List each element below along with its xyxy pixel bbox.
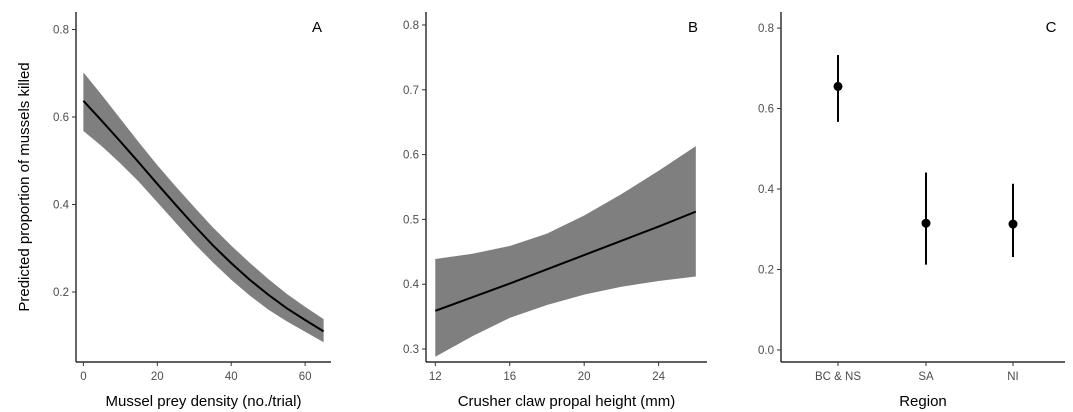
y-tick-label: 0.6 — [758, 104, 774, 116]
x-axis-title: Crusher claw propal height (mm) — [458, 393, 676, 410]
x-tick-label: SA — [918, 371, 934, 383]
x-tick-label: BC & NS — [815, 371, 861, 383]
y-axis-title: Predicted proportion of mussels killed — [16, 62, 33, 311]
x-tick-label: 20 — [578, 371, 591, 383]
x-tick-label: 16 — [503, 371, 516, 383]
fitted-line — [82, 100, 325, 333]
panel-tag: B — [688, 19, 698, 36]
y-tick-label: 0.0 — [758, 345, 774, 357]
x-tick-label: 24 — [652, 371, 665, 383]
y-tick-label: 0.5 — [403, 214, 419, 226]
x-tick-label: 20 — [151, 371, 164, 383]
y-tick-label: 0.8 — [403, 20, 419, 32]
fitted-line — [434, 210, 697, 312]
data-point — [833, 81, 843, 91]
y-tick-label: 0.6 — [53, 112, 69, 124]
x-tick-label: 60 — [299, 371, 312, 383]
y-tick-label: 0.3 — [403, 344, 419, 356]
y-tick-label: 0.4 — [53, 200, 70, 212]
x-tick-label: 12 — [429, 371, 442, 383]
y-tick-label: 0.6 — [403, 150, 419, 162]
y-tick-label: 0.2 — [758, 264, 774, 276]
panel-tag: C — [1046, 19, 1057, 36]
y-tick-label: 0.2 — [53, 287, 69, 299]
x-tick-label: 0 — [80, 371, 86, 383]
panel-c: 0.0 0.2 0.4 0.6 0.8 BC & NS SA NI C Region — [758, 12, 1065, 410]
data-point — [921, 218, 931, 228]
panel-b: 0.3 0.4 0.5 0.6 0.7 0.8 12 16 20 24 B Crusher cla… — [403, 12, 707, 410]
confidence-band — [83, 72, 324, 343]
x-tick-label: 40 — [225, 371, 238, 383]
y-tick-label: 0.8 — [758, 23, 774, 35]
confidence-band — [435, 146, 696, 357]
x-tick-label: NI — [1007, 371, 1019, 383]
panel-tag: A — [312, 19, 322, 36]
data-point — [1008, 219, 1018, 229]
panel-a: 0.2 0.4 0.6 0.8 0 20 40 60 A Mussel prey densit… — [53, 12, 331, 410]
y-tick-label: 0.8 — [53, 25, 69, 37]
y-tick-label: 0.4 — [758, 184, 775, 196]
y-tick-label: 0.7 — [403, 85, 419, 97]
y-tick-label: 0.4 — [403, 279, 420, 291]
x-axis-title: Region — [899, 393, 947, 410]
x-axis-title: Mussel prey density (no./trial) — [106, 393, 302, 410]
